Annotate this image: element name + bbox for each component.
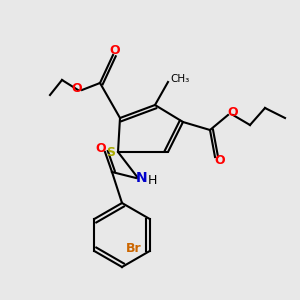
Text: O: O [215,154,225,166]
Text: O: O [72,82,82,94]
Text: O: O [228,106,238,118]
Text: Br: Br [126,242,142,256]
Text: CH₃: CH₃ [170,74,189,84]
Text: S: S [106,146,116,158]
Text: O: O [110,44,120,56]
Text: H: H [147,175,157,188]
Text: O: O [96,142,106,154]
Text: N: N [136,171,148,185]
